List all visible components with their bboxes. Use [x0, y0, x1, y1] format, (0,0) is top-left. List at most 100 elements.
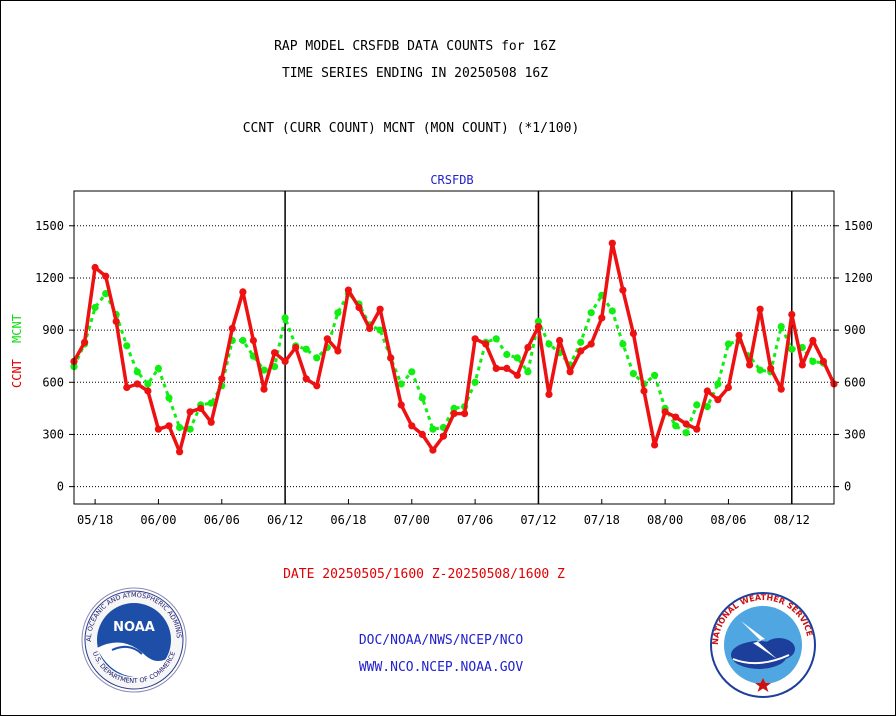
- ccnt-point: [661, 408, 669, 416]
- mcnt-point: [577, 338, 585, 346]
- x-tick-label: 08/06: [710, 513, 746, 527]
- ccnt-line: [72, 241, 836, 454]
- website-link[interactable]: WWW.NCO.NCEP.NOAA.GOV: [358, 660, 524, 675]
- mcnt-point: [418, 394, 426, 402]
- mcnt-point: [724, 340, 733, 348]
- ccnt-point: [566, 368, 574, 376]
- ccnt-point: [344, 286, 352, 294]
- ylabel-mcnt: MCNT: [10, 314, 24, 343]
- ccnt-point: [165, 422, 173, 430]
- ccnt-point: [387, 354, 395, 362]
- ccnt-point: [693, 425, 701, 433]
- mcnt-point: [133, 368, 141, 376]
- mcnt-point: [756, 366, 764, 374]
- ccnt-point: [513, 371, 521, 379]
- mcnt-point: [239, 336, 247, 345]
- y-tick-label-right: 0: [844, 480, 851, 494]
- ccnt-point: [629, 330, 638, 338]
- nws-logo: NATIONAL WEATHER SERVICE: [710, 592, 816, 698]
- ccnt-point: [672, 413, 680, 421]
- ccnt-point: [207, 418, 215, 426]
- y-tick-label-right: 1200: [844, 271, 873, 285]
- mcnt-point: [682, 429, 690, 437]
- x-tick-label: 06/00: [140, 513, 176, 527]
- mcnt-point: [408, 368, 416, 376]
- y-tick-label-left: 1500: [35, 219, 64, 233]
- x-tick-label: 07/18: [584, 513, 620, 527]
- mcnt-point: [534, 317, 543, 325]
- ccnt-point: [651, 441, 659, 449]
- ccnt-point: [323, 335, 331, 343]
- mcnt-point: [471, 378, 479, 386]
- ccnt-point: [366, 324, 374, 332]
- ccnt-point: [577, 347, 585, 355]
- ccnt-point: [397, 401, 405, 409]
- ccnt-point: [154, 425, 162, 433]
- mcnt-point: [608, 307, 616, 315]
- ccnt-point: [271, 349, 279, 357]
- ccnt-point: [313, 382, 321, 390]
- ccnt-point: [682, 420, 690, 428]
- ccnt-point: [703, 387, 711, 395]
- ccnt-point: [102, 272, 110, 280]
- ccnt-point: [228, 324, 236, 332]
- org-path-text: DOC/NOAA/NWS/NCEP/NCO: [358, 633, 524, 648]
- ccnt-point: [281, 357, 289, 365]
- ccnt-point: [123, 383, 131, 392]
- x-tick-label: 08/00: [647, 513, 683, 527]
- mcnt-point: [672, 422, 680, 430]
- ccnt-point: [640, 387, 648, 395]
- ccnt-point: [376, 305, 384, 313]
- chart-subtitle: CCNT (CURR COUNT) MCNT (MON COUNT) (*1/1…: [242, 121, 580, 136]
- mcnt-point: [176, 423, 184, 432]
- ccnt-point: [724, 383, 733, 392]
- x-tick-label: 07/06: [457, 513, 493, 527]
- mcnt-point: [703, 403, 711, 411]
- mcnt-point: [587, 309, 595, 317]
- ccnt-point: [503, 364, 511, 372]
- ccnt-point: [218, 375, 226, 383]
- mcnt-point: [524, 368, 532, 376]
- ccnt-point: [788, 310, 796, 319]
- mcnt-point: [777, 323, 785, 331]
- ccnt-point: [429, 446, 437, 454]
- chart-title-line1: RAP MODEL CRSFDB DATA COUNTS for 16Z: [274, 39, 556, 54]
- ccnt-point: [197, 404, 205, 412]
- ylabel-ccnt: CCNT: [10, 359, 24, 388]
- x-tick-label: 07/12: [520, 513, 556, 527]
- ccnt-point: [112, 317, 120, 325]
- ccnt-point: [534, 323, 543, 331]
- ccnt-point: [249, 336, 257, 345]
- mcnt-point: [376, 326, 384, 334]
- mcnt-point: [513, 354, 521, 362]
- ccnt-point: [767, 364, 775, 372]
- ccnt-point: [439, 432, 447, 440]
- panel-label: CRSFDB: [430, 173, 473, 187]
- mcnt-point: [334, 309, 342, 317]
- mcnt-point: [302, 345, 310, 353]
- mcnt-point: [186, 425, 194, 433]
- noaa-logo: NOAA NATIONAL OCEANIC AND ATMOSPHERIC AD…: [81, 587, 187, 693]
- ccnt-point: [746, 361, 754, 369]
- ccnt-point: [408, 422, 416, 430]
- x-tick-label: 06/06: [204, 513, 240, 527]
- ccnt-point: [292, 343, 300, 352]
- ccnt-point: [619, 286, 627, 294]
- mcnt-point: [492, 335, 500, 343]
- mcnt-point: [429, 425, 437, 433]
- ccnt-point: [524, 343, 532, 352]
- mcnt-point: [545, 340, 553, 348]
- ccnt-point: [186, 408, 194, 416]
- mcnt-point: [91, 303, 99, 312]
- y-tick-label-left: 600: [42, 375, 64, 389]
- mcnt-point: [397, 380, 405, 388]
- y-tick-label-right: 1500: [844, 219, 873, 233]
- noaa-logo-text: NOAA: [113, 620, 155, 635]
- ccnt-point: [91, 263, 99, 272]
- mcnt-point: [450, 404, 458, 412]
- y-tick-label-right: 600: [844, 375, 866, 389]
- y-tick-label-right: 300: [844, 427, 866, 441]
- ccnt-point: [239, 288, 247, 296]
